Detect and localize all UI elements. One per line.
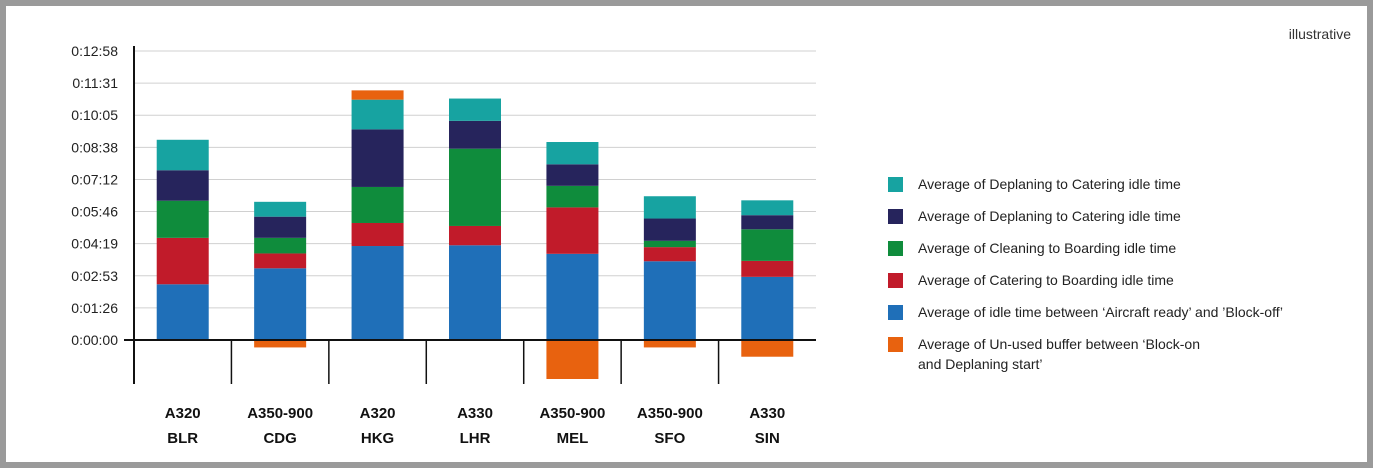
legend-label: Average of Catering to Boarding idle tim…	[918, 272, 1174, 288]
bar-segment	[741, 215, 794, 230]
x-category-label: BLR	[167, 430, 198, 447]
bar-segment	[546, 142, 599, 165]
y-tick-label: 0:01:26	[71, 300, 118, 316]
y-tick-label: 0:04:19	[71, 236, 118, 252]
legend-label: Average of Deplaning to Catering idle ti…	[918, 176, 1181, 192]
bar-segment	[254, 253, 307, 269]
legend-item-cleaning-boarding: Average of Cleaning to Boarding idle tim…	[888, 238, 1358, 270]
illustrative-note: illustrative	[1288, 26, 1351, 42]
bar-segment	[254, 268, 307, 340]
bar-segment	[643, 261, 696, 340]
x-category-label: A350-900	[247, 405, 313, 422]
bar-segment	[156, 139, 209, 171]
bar-segment	[546, 207, 599, 254]
x-category-label: A320	[360, 405, 396, 422]
bar-segment	[449, 245, 501, 340]
legend-swatch	[888, 305, 903, 320]
x-category-label: A320	[165, 405, 201, 422]
bar-segment	[741, 200, 794, 216]
x-category-label: HKG	[361, 430, 394, 447]
y-tick-label: 0:02:53	[71, 268, 118, 284]
bar-segment	[449, 120, 501, 149]
legend: Average of Deplaning to Catering idle ti…	[888, 174, 1358, 374]
bar-segment	[449, 98, 501, 121]
x-category-label: A350-900	[539, 405, 605, 422]
bar-segment	[546, 164, 599, 186]
y-tick-label: 0:08:38	[71, 139, 118, 155]
bar-segment	[156, 284, 209, 340]
bar-segment	[351, 90, 404, 100]
x-category-label: SFO	[654, 430, 685, 447]
y-tick-label: 0:12:58	[71, 43, 118, 59]
legend-swatch	[888, 241, 903, 256]
bar-segment	[254, 201, 307, 217]
legend-item-deplaning-catering-navy: Average of Deplaning to Catering idle ti…	[888, 206, 1358, 238]
legend-label: Average of Cleaning to Boarding idle tim…	[918, 240, 1177, 256]
x-category-label: SIN	[755, 430, 780, 447]
bar-segment	[643, 340, 696, 348]
legend-label: Average of Un-used buffer between ‘Block…	[918, 336, 1200, 352]
legend-swatch	[888, 273, 903, 288]
bar-segment	[254, 237, 307, 254]
bar-segment	[449, 148, 501, 226]
legend-item-deplaning-catering-teal: Average of Deplaning to Catering idle ti…	[888, 174, 1358, 206]
x-category-label: A350-900	[637, 405, 703, 422]
bar-segment	[156, 237, 209, 285]
bar-segment	[643, 196, 696, 219]
legend-swatch	[888, 209, 903, 224]
y-tick-label: 0:00:00	[71, 332, 118, 348]
bar-segment	[351, 186, 404, 223]
bar-segment	[643, 218, 696, 241]
y-tick-label: 0:11:31	[72, 75, 118, 91]
bar-segment	[351, 222, 404, 247]
bar-segment	[546, 340, 599, 380]
legend-item-aircraft-ready-blockoff: Average of idle time between ‘Aircraft r…	[888, 302, 1358, 334]
bar-segment	[254, 340, 307, 348]
x-category-label: A330	[749, 405, 785, 422]
y-tick-label: 0:07:12	[71, 171, 118, 187]
bar-segment	[643, 240, 696, 248]
x-category-label: CDG	[263, 430, 296, 447]
legend-swatch	[888, 337, 903, 352]
legend-label-line2: and Deplaning start’	[918, 356, 1043, 372]
y-tick-label: 0:05:46	[71, 204, 118, 220]
y-tick-label: 0:10:05	[71, 107, 118, 123]
bar-segment	[351, 99, 404, 130]
legend-item-unused-buffer: Average of Un-used buffer between ‘Block…	[888, 334, 1358, 374]
bar-segment	[254, 216, 307, 238]
bar-segment	[351, 129, 404, 187]
bar-segment	[741, 276, 794, 340]
chart-frame: illustrative 0:00:00 0:01:26 0:02:53 0:04:1…	[6, 6, 1367, 462]
x-category-label: LHR	[460, 430, 491, 447]
bar-segment	[351, 246, 404, 340]
bar-segment	[643, 247, 696, 262]
bar-segment	[546, 253, 599, 340]
legend-label: Average of Deplaning to Catering idle ti…	[918, 208, 1181, 224]
legend-swatch	[888, 177, 903, 192]
bar-segment	[741, 260, 794, 277]
bar-segment	[741, 229, 794, 261]
x-category-label: MEL	[557, 430, 589, 447]
bar-segment	[449, 225, 501, 246]
bar-segment	[156, 170, 209, 201]
stacked-bar-chart: 0:00:00 0:01:26 0:02:53 0:04:19 0:05:46 0:07:…	[71, 43, 816, 447]
bar-segment	[741, 340, 794, 357]
bar-segment	[546, 185, 599, 208]
legend-label: Average of idle time between ‘Aircraft r…	[918, 304, 1283, 320]
x-category-label: A330	[457, 405, 493, 422]
bar-segment	[156, 200, 209, 238]
legend-item-catering-boarding: Average of Catering to Boarding idle tim…	[888, 270, 1358, 302]
